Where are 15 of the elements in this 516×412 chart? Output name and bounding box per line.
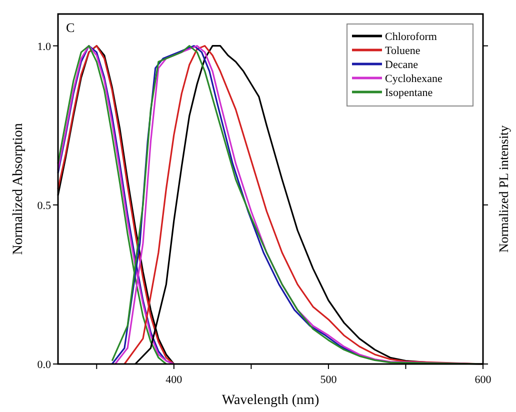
y-tick-label: 0.5	[37, 200, 52, 212]
legend-label: Toluene	[385, 45, 420, 57]
legend-label: Decane	[385, 59, 418, 71]
y-tick-label: 0.0	[37, 359, 52, 371]
x-axis-title: Wavelength (nm)	[222, 393, 320, 408]
legend-label: Isopentane	[385, 87, 433, 99]
x-tick-label: 500	[320, 374, 338, 386]
x-tick-label: 400	[166, 374, 183, 386]
annotation: C	[66, 20, 75, 35]
y-axis-title: Normalized Absorption	[11, 123, 26, 255]
legend-label: Cyclohexane	[385, 73, 443, 85]
legend-label: Chloroform	[385, 31, 438, 43]
y2-axis-title: Normalized PL intensity	[496, 124, 511, 253]
x-tick-label: 600	[474, 374, 492, 386]
y-tick-label: 1.0	[37, 40, 52, 53]
